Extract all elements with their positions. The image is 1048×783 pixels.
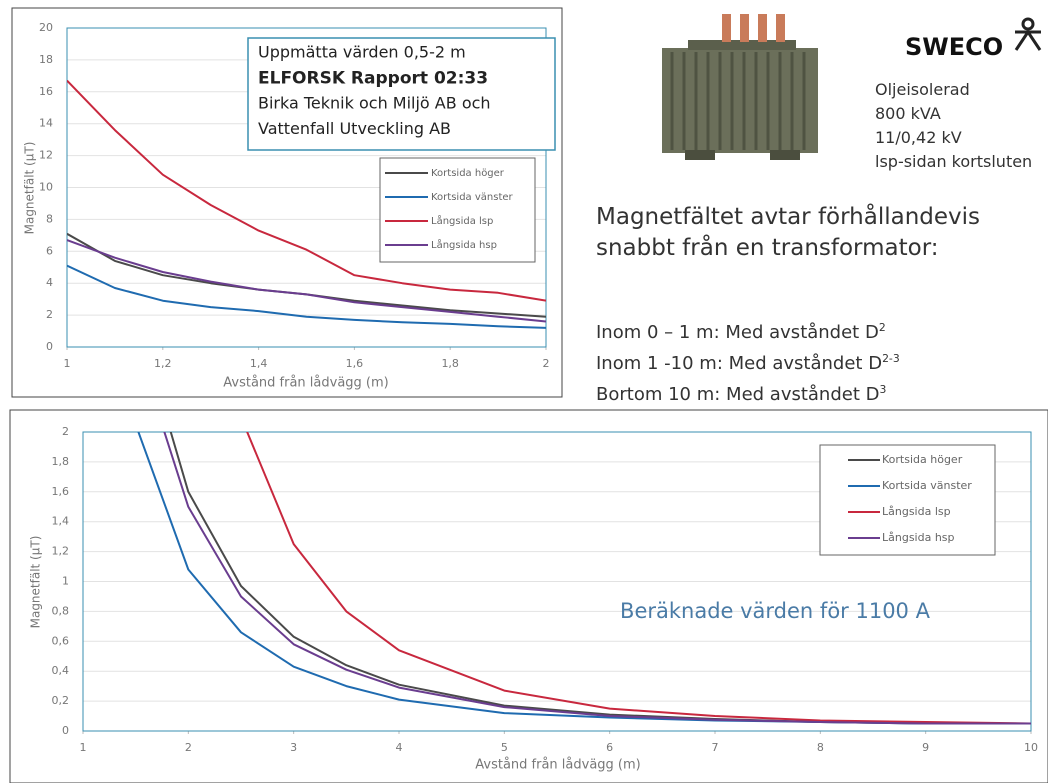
heading: Magnetfältet avtar förhållandevis snabbt… [596,202,980,264]
y-tick-label: 2 [46,308,53,321]
series-line [67,266,546,328]
y-tick-label: 1,4 [52,515,70,528]
x-tick-label: 2 [543,357,550,370]
x-axis-label: Avstånd från lådvägg (m) [475,758,640,773]
spec: 800 kVA [875,102,1032,126]
y-tick-label: 1,8 [52,455,70,468]
legend-label: Långsida lsp [882,505,951,518]
text-box-line: Uppmätta värden 0,5-2 m [258,43,466,62]
heading-line: snabbt från en transformator: [596,233,980,264]
x-tick-label: 4 [396,741,403,754]
x-axis-label: Avstånd från lådvägg (m) [223,376,388,391]
x-tick-label: 10 [1024,741,1038,754]
y-tick-label: 1 [62,575,69,588]
rule-exponent: 3 [879,383,886,396]
y-tick-label: 18 [39,53,53,66]
y-tick-label: 4 [46,276,53,289]
x-tick-label: 6 [606,741,613,754]
spec: Oljeisolerad [875,78,1032,102]
logo: SWECO [905,33,1003,61]
legend-label: Kortsida vänster [431,192,514,203]
y-tick-label: 14 [39,117,53,130]
y-tick-label: 0 [46,340,53,353]
transformer-icon [662,14,818,160]
legend-label: Kortsida höger [882,453,963,466]
x-tick-label: 3 [290,741,297,754]
rules: Inom 0 – 1 m: Med avståndet D2 Inom 1 -1… [596,315,900,408]
spec: lsp-sidan kortsluten [875,150,1032,174]
y-tick-label: 6 [46,244,53,257]
logo-icon [1015,19,1041,50]
rule: Inom 0 – 1 m: Med avståndet D2 [596,315,900,346]
y-tick-label: 0,6 [52,634,70,647]
legend-label: Långsida hsp [431,238,497,251]
heading-line: Magnetfältet avtar förhållandevis [596,202,980,233]
legend-label: Långsida lsp [431,214,493,227]
y-tick-label: 1,2 [52,545,70,558]
y-tick-label: 0,2 [52,694,70,707]
y-tick-label: 10 [39,181,53,194]
rule-text: Inom 0 – 1 m: Med avståndet D [596,322,879,343]
y-tick-label: 2 [62,425,69,438]
legend-label: Kortsida vänster [882,479,972,492]
annotation: Beräknade värden för 1100 A [620,599,931,623]
text-box-line: ELFORSK Rapport 02:33 [258,69,488,89]
slide: SWECO 0246810121416182011,21,41,61,82Mag… [0,0,1048,783]
x-tick-label: 2 [185,741,192,754]
y-tick-label: 12 [39,149,53,162]
rule: Bortom 10 m: Med avståndet D3 [596,377,900,408]
rule-exponent: 2-3 [882,352,900,365]
x-tick-label: 1 [64,357,71,370]
x-tick-label: 1,8 [441,357,459,370]
y-tick-label: 0 [62,724,69,737]
legend-label: Kortsida höger [431,168,505,179]
text-box-line: Birka Teknik och Miljö AB och [258,94,491,113]
y-tick-label: 1,6 [52,485,70,498]
y-axis-label: Magnetfält (µT) [29,536,43,629]
y-axis-label: Magnetfält (µT) [23,142,37,235]
text-box-line: Vattenfall Utveckling AB [258,119,451,138]
x-tick-label: 1,4 [250,357,268,370]
spec: 11/0,42 kV [875,126,1032,150]
x-tick-label: 1,2 [154,357,172,370]
rule-exponent: 2 [879,321,886,334]
y-tick-label: 20 [39,21,53,34]
y-tick-label: 0,8 [52,604,70,617]
x-tick-label: 7 [712,741,719,754]
x-tick-label: 1,6 [346,357,364,370]
y-tick-label: 0,4 [52,664,70,677]
transformer-specs: Oljeisolerad 800 kVA 11/0,42 kV lsp-sida… [875,78,1032,174]
rule: Inom 1 -10 m: Med avståndet D2-3 [596,346,900,377]
x-tick-label: 8 [817,741,824,754]
x-tick-label: 9 [922,741,929,754]
y-tick-label: 8 [46,212,53,225]
y-tick-label: 16 [39,85,53,98]
x-tick-label: 1 [80,741,87,754]
legend-label: Långsida hsp [882,531,955,544]
rule-text: Bortom 10 m: Med avståndet D [596,384,879,405]
rule-text: Inom 1 -10 m: Med avståndet D [596,353,882,374]
x-tick-label: 5 [501,741,508,754]
